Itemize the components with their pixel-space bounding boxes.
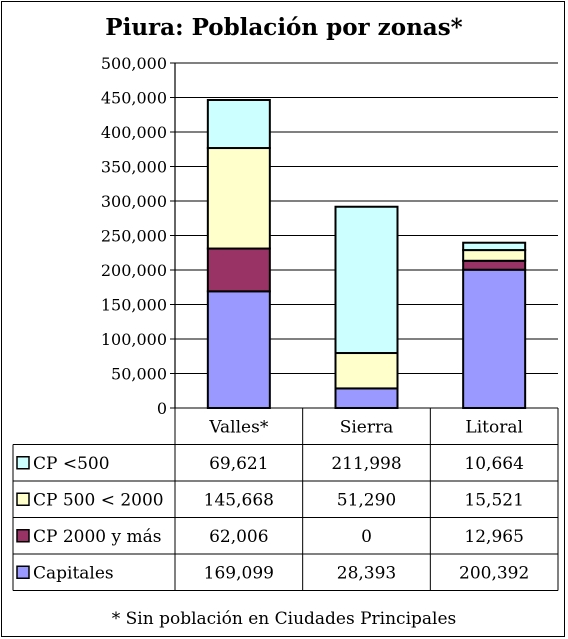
data-label: 51,290 [337, 490, 396, 510]
bar-segment [334, 387, 399, 410]
y-tick-label: 300,000 [101, 192, 167, 211]
legend-swatch [16, 565, 30, 579]
legend-label: Capitales [33, 563, 114, 583]
y-tick-label: 100,000 [101, 330, 167, 349]
category-label: Sierra [340, 417, 394, 437]
y-tick-label: 500,000 [101, 54, 167, 73]
bar-segment [206, 98, 271, 150]
legend-label: CP 2000 y más [33, 527, 162, 547]
data-label: 15,521 [464, 490, 523, 510]
data-label: 10,664 [464, 454, 523, 474]
data-label: 62,006 [209, 527, 268, 547]
category-label: Valles* [208, 417, 269, 437]
legend-label: CP 500 < 2000 [33, 490, 164, 510]
bar-segment [462, 249, 527, 262]
bar-segment [462, 268, 527, 409]
y-tick-label: 200,000 [101, 261, 167, 280]
footnote: * Sin población en Ciudades Principales [111, 609, 457, 629]
legend-label: CP <500 [33, 454, 110, 474]
data-label: 0 [361, 527, 372, 547]
legend-swatch [16, 456, 30, 470]
bar-segment [334, 205, 399, 355]
y-tick-label: 450,000 [101, 89, 167, 108]
y-tick-label: 350,000 [101, 158, 167, 177]
bar-segment [462, 241, 527, 252]
data-label: 211,998 [331, 454, 401, 474]
data-label: 69,621 [209, 454, 268, 474]
data-label: 28,393 [337, 563, 396, 583]
y-tick-label: 50,000 [111, 365, 167, 384]
y-tick-label: 400,000 [101, 123, 167, 142]
data-label: 169,099 [204, 563, 274, 583]
bar-segment [206, 147, 271, 250]
legend-swatch [16, 529, 30, 543]
data-label: 12,965 [464, 527, 523, 547]
legend-swatch [16, 492, 30, 506]
bar-segment [462, 259, 527, 271]
category-label: Litoral [465, 417, 523, 437]
y-tick-label: 150,000 [101, 296, 167, 315]
chart-title: Piura: Población por zonas* [105, 14, 463, 41]
bar-segment [206, 290, 271, 409]
y-tick-label: 0 [157, 399, 167, 418]
y-tick-label: 250,000 [101, 227, 167, 246]
data-label: 145,668 [204, 490, 274, 510]
data-label: 200,392 [459, 563, 529, 583]
bar-segment [206, 247, 271, 293]
bar-segment [334, 352, 399, 390]
